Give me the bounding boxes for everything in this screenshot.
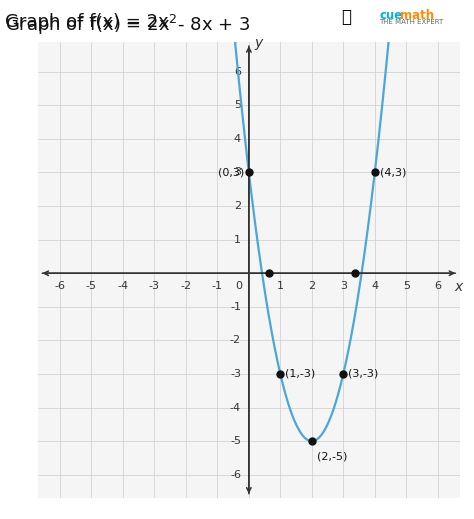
Text: Graph of f(x) = 2x$^2$- 8x + 3: Graph of f(x) = 2x$^2$- 8x + 3: [5, 13, 250, 37]
Text: -4: -4: [118, 281, 128, 291]
Text: 4: 4: [371, 281, 378, 291]
Text: 1: 1: [234, 235, 241, 244]
Text: 6: 6: [434, 281, 441, 291]
Text: (3,-3): (3,-3): [348, 369, 378, 379]
Text: (0,3): (0,3): [218, 168, 244, 177]
Text: 2: 2: [234, 201, 241, 211]
Text: -1: -1: [212, 281, 223, 291]
Text: -5: -5: [230, 436, 241, 446]
Text: 5: 5: [403, 281, 410, 291]
Text: cue: cue: [379, 9, 402, 22]
Text: -5: -5: [86, 281, 97, 291]
Text: -4: -4: [230, 403, 241, 413]
Text: -6: -6: [55, 281, 65, 291]
Text: -3: -3: [230, 369, 241, 379]
Text: 3: 3: [234, 168, 241, 177]
Text: 4: 4: [234, 134, 241, 144]
Text: y: y: [254, 36, 263, 50]
Text: THE MATH EXPERT: THE MATH EXPERT: [379, 19, 444, 25]
Text: -6: -6: [230, 470, 241, 480]
Text: Graph of f(x) = 2x: Graph of f(x) = 2x: [5, 13, 168, 31]
Text: (4,3): (4,3): [380, 168, 406, 177]
Text: 5: 5: [234, 100, 241, 111]
Text: -2: -2: [180, 281, 191, 291]
Text: 🚀: 🚀: [341, 8, 351, 26]
Text: (1,-3): (1,-3): [285, 369, 315, 379]
Text: (2,-5): (2,-5): [317, 451, 347, 461]
Text: 2: 2: [308, 281, 315, 291]
Text: -1: -1: [230, 302, 241, 312]
Text: 3: 3: [340, 281, 347, 291]
Text: 1: 1: [277, 281, 284, 291]
Text: -2: -2: [230, 335, 241, 346]
Text: -3: -3: [149, 281, 160, 291]
Text: math: math: [400, 9, 434, 22]
Text: x: x: [454, 280, 462, 294]
Text: 6: 6: [234, 67, 241, 77]
Text: 0: 0: [235, 281, 242, 291]
